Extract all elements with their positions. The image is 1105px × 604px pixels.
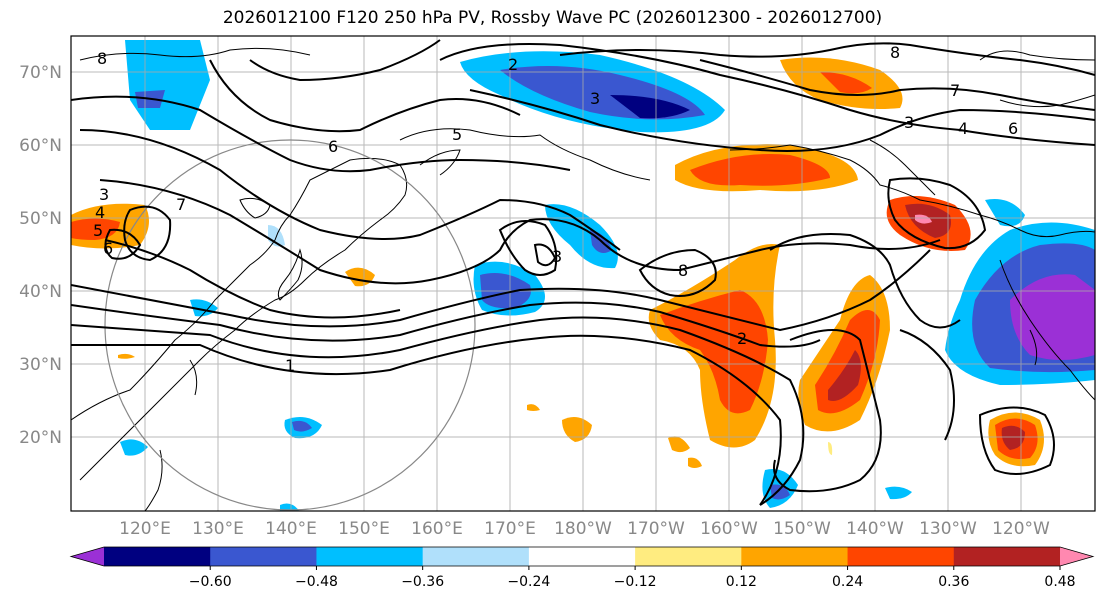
contour-label: 6 — [328, 137, 338, 156]
lon-label: 120°E — [119, 519, 171, 539]
contour-label: 3 — [590, 89, 600, 108]
contour-label: 2 — [737, 329, 747, 348]
colorbar-bin — [635, 547, 742, 566]
lon-label: 170°W — [627, 519, 685, 539]
colorbar-label: 0.48 — [1044, 574, 1075, 590]
map-area: 8 3 4 5 6 7 6 5 2 3 8 7 4 6 3 3 8 2 1 — [71, 36, 1095, 511]
lat-label: 40°N — [19, 282, 62, 302]
colorbar-extend-low — [71, 547, 104, 566]
colorbar-label: 0.24 — [832, 574, 863, 590]
lon-label: 150°E — [338, 519, 390, 539]
lat-label: 20°N — [19, 428, 62, 448]
colorbar-bin — [316, 547, 424, 566]
contour-label: 6 — [103, 239, 113, 258]
lat-label: 50°N — [19, 209, 62, 229]
contour-label: 8 — [678, 261, 688, 280]
colorbar-label: −0.48 — [295, 574, 338, 590]
colorbar-bin — [422, 547, 530, 566]
colorbar-bin — [847, 547, 955, 566]
colorbar-bin — [528, 547, 636, 566]
lon-label: 140°E — [265, 519, 317, 539]
lon-label: 180°W — [554, 519, 612, 539]
colorbar-bin — [104, 547, 211, 566]
radius-circle — [104, 139, 476, 511]
colorbar-label: 0.36 — [938, 574, 969, 590]
contour-label: 8 — [890, 43, 900, 62]
colorbar-label: −0.36 — [401, 574, 444, 590]
map-frame — [70, 35, 1096, 512]
lat-labels: 70°N 60°N 50°N 40°N 30°N 20°N — [19, 63, 62, 448]
contour-label: 3 — [904, 113, 914, 132]
colorbar-label: −0.12 — [614, 574, 657, 590]
contour-label: 3 — [552, 247, 562, 266]
colorbar: −0.60 −0.48 −0.36 −0.24 −0.12 0.12 0.24 0.36 0.4… — [69, 546, 1095, 590]
lon-label: 160°W — [700, 519, 758, 539]
lon-label: 130°W — [919, 519, 977, 539]
lon-label: 130°E — [192, 519, 244, 539]
colorbar-label: 0.12 — [726, 574, 757, 590]
contour-label: 3 — [99, 185, 109, 204]
contour-labels: 8 3 4 5 6 7 6 5 2 3 8 7 4 6 3 3 8 2 1 — [93, 43, 1018, 375]
colorbar-outline — [69, 546, 1095, 567]
coastlines — [71, 47, 1095, 511]
colorbar-label: −0.24 — [507, 574, 550, 590]
colorbar-extend-high — [1060, 547, 1093, 566]
lat-label: 30°N — [19, 355, 62, 375]
lon-label: 120°W — [992, 519, 1050, 539]
contour-label: 1 — [285, 356, 295, 375]
pv-contours — [71, 39, 1095, 506]
contour-label: 7 — [176, 195, 186, 214]
lon-label: 140°W — [846, 519, 904, 539]
map-title: 2026012100 F120 250 hPa PV, Rossby Wave … — [222, 8, 883, 28]
contour-label: 4 — [958, 119, 968, 138]
lat-label: 70°N — [19, 63, 62, 83]
lon-label: 150°W — [773, 519, 831, 539]
lon-labels: 120°E 130°E 140°E 150°E 160°E 170°E 180°… — [119, 519, 1050, 539]
lat-label: 60°N — [19, 136, 62, 156]
contour-label: 6 — [1008, 119, 1018, 138]
contour-label: 5 — [452, 125, 462, 144]
lon-label: 160°E — [411, 519, 463, 539]
colorbar-bin — [741, 547, 849, 566]
contour-label: 2 — [508, 55, 518, 74]
contour-label: 8 — [97, 49, 107, 68]
contour-label: 7 — [950, 81, 960, 100]
contour-label: 5 — [93, 221, 103, 240]
lon-label: 170°E — [484, 519, 536, 539]
colorbar-bin — [953, 547, 1061, 566]
colorbar-bin — [210, 547, 317, 566]
gridlines — [71, 36, 1095, 511]
contour-label: 4 — [95, 203, 105, 222]
colorbar-label: −0.60 — [189, 574, 232, 590]
